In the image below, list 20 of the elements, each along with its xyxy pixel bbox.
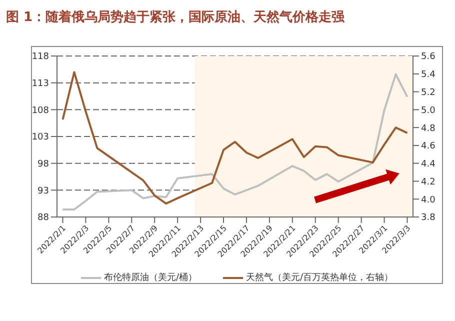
y2-tick-label: 3.8	[421, 213, 436, 224]
y2-tick-label: 5.4	[421, 70, 436, 80]
y-tick-label: 108	[32, 106, 50, 116]
chart-title: 图 1：随着俄乌局势趋于紧张，国际原油、天然气价格走强	[6, 8, 345, 26]
y2-tick-label: 4.0	[421, 195, 436, 206]
y2-tick-label: 5.6	[421, 52, 436, 62]
y2-tick-label: 5.2	[421, 88, 436, 98]
y2-tick-label: 4.6	[421, 142, 436, 152]
y-tick-label: 118	[32, 52, 50, 62]
y-tick-label: 98	[38, 160, 50, 170]
y2-tick-label: 4.2	[421, 177, 436, 188]
y-tick-label: 88	[38, 213, 50, 224]
y-tick-label: 93	[38, 186, 49, 196]
y2-tick-label: 4.8	[421, 124, 436, 134]
legend-label: 天然气（美元/百万英热单位，右轴）	[246, 272, 394, 284]
y2-tick-label: 4.4	[421, 160, 436, 170]
y2-tick-label: 5.0	[421, 106, 436, 116]
legend-label: 布伦特原油（美元/桶）	[104, 272, 197, 284]
y-tick-label: 103	[32, 132, 49, 143]
y-tick-label: 113	[32, 79, 49, 90]
